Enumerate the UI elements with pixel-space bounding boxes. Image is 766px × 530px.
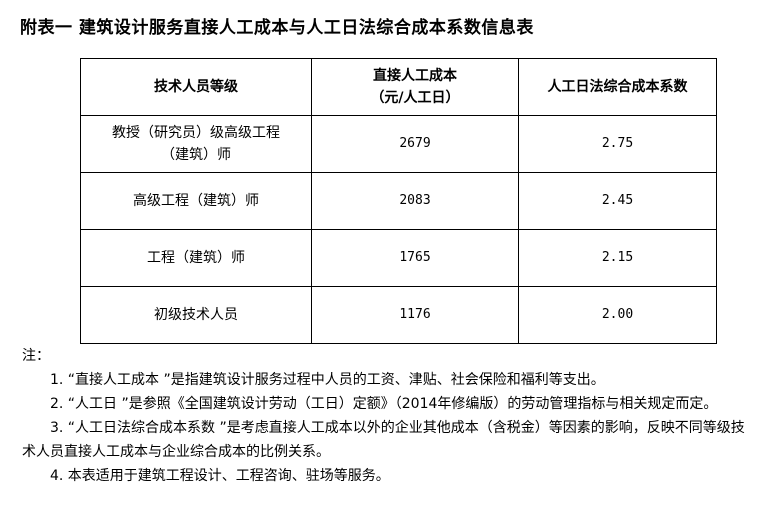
level-cell: 初级技术人员	[80, 286, 312, 344]
header-cost-line2: （元/人工日）	[370, 90, 460, 106]
cost-cell: 2679	[311, 115, 519, 173]
header-cost-line1: 直接人工成本	[373, 68, 457, 84]
table-row: 初级技术人员 1176 2.00	[80, 286, 717, 344]
cost-table: 技术人员等级 直接人工成本 （元/人工日） 人工日法综合成本系数 教授（研究员）级…	[80, 58, 717, 344]
page-title: 附表一 建筑设计服务直接人工成本与人工日法综合成本系数信息表	[20, 18, 534, 38]
note-item: 2. “人工日 ”是参照《全国建筑设计劳动（工日）定额》（2014年修编版）的劳…	[50, 396, 718, 412]
level-cell: 工程（建筑）师	[80, 229, 312, 287]
notes-section: 注： 1. “直接人工成本 ”是指建筑设计服务过程中人员的工资、津贴、社会保险和…	[22, 344, 752, 488]
coef-cell: 2.15	[518, 229, 717, 287]
level-line2: （建筑）师	[161, 147, 231, 163]
table-row: 工程（建筑）师 1765 2.15	[80, 229, 717, 287]
notes-label: 注：	[22, 348, 50, 364]
level-cell: 高级工程（建筑）师	[80, 172, 312, 230]
level-line1: 教授（研究员）级高级工程	[112, 125, 280, 141]
coef-cell: 2.00	[518, 286, 717, 344]
note-item: 1. “直接人工成本 ”是指建筑设计服务过程中人员的工资、津贴、社会保险和福利等…	[50, 372, 605, 388]
level-cell: 教授（研究员）级高级工程 （建筑）师	[80, 115, 312, 173]
note-item: 3. “人工日法综合成本系数 ”是考虑直接人工成本以外的企业其他成本（含税金）等…	[22, 420, 745, 460]
table-row: 教授（研究员）级高级工程 （建筑）师 2679 2.75	[80, 115, 717, 173]
header-level: 技术人员等级	[80, 58, 312, 116]
cost-cell: 1765	[311, 229, 519, 287]
cost-cell: 2083	[311, 172, 519, 230]
note-item: 4. 本表适用于建筑工程设计、工程咨询、驻场等服务。	[50, 468, 390, 484]
coef-cell: 2.45	[518, 172, 717, 230]
header-cost: 直接人工成本 （元/人工日）	[311, 58, 519, 116]
coef-cell: 2.75	[518, 115, 717, 173]
cost-cell: 1176	[311, 286, 519, 344]
table-row: 高级工程（建筑）师 2083 2.45	[80, 172, 717, 230]
header-coef: 人工日法综合成本系数	[518, 58, 717, 116]
table-header-row: 技术人员等级 直接人工成本 （元/人工日） 人工日法综合成本系数	[80, 58, 717, 116]
